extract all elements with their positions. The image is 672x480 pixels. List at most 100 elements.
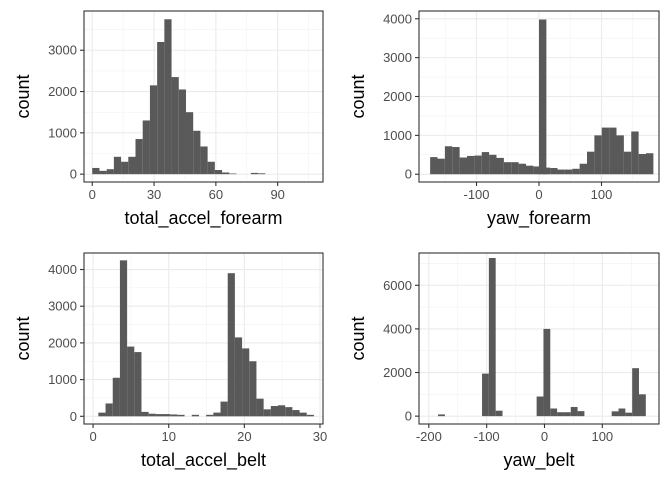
y-tick-label: 0 [70, 409, 77, 424]
histogram-bar [277, 405, 286, 417]
x-tick-label: 0 [89, 429, 96, 444]
x-tick-label: -200 [416, 429, 442, 444]
histogram-bar [632, 368, 639, 417]
histogram-bar [171, 77, 179, 175]
histogram-bar [222, 172, 230, 175]
histogram-bar [249, 361, 257, 417]
histogram-bar [625, 412, 633, 417]
histogram-bar [638, 394, 646, 417]
histogram-bar [611, 411, 619, 417]
histogram-bar [234, 337, 243, 417]
y-tick-label: 2000 [383, 365, 412, 380]
histogram-bar [489, 154, 497, 175]
histogram-bar [646, 153, 654, 175]
histogram-bars [98, 260, 314, 417]
histogram-bar [256, 398, 264, 417]
x-tick-label: 30 [147, 187, 161, 202]
histogram-bar [601, 127, 610, 175]
histogram-bar [570, 406, 578, 417]
x-tick-label: 0 [89, 187, 96, 202]
histogram-bars [92, 19, 266, 175]
y-tick-label: 4000 [383, 321, 412, 336]
x-tick-label: 0 [541, 429, 548, 444]
histogram-bar [437, 158, 445, 175]
x-tick-label: 100 [591, 429, 613, 444]
histogram-bar [488, 258, 496, 417]
histogram-bar [618, 408, 626, 417]
histogram-bar [141, 411, 149, 417]
histogram-bar [467, 155, 475, 175]
histogram-bar [258, 173, 266, 175]
x-tick-label: -100 [463, 187, 489, 202]
histogram-bar [616, 135, 624, 175]
x-tick-label: 60 [209, 187, 223, 202]
histogram-bar [550, 168, 558, 175]
histogram-bar [229, 173, 237, 175]
x-axis-title: yaw_belt [503, 450, 574, 471]
histogram-bar [214, 170, 223, 175]
histogram-bar [148, 413, 156, 417]
histogram-bar [163, 414, 171, 417]
histogram-bar [135, 139, 143, 175]
y-axis-title: count [348, 74, 368, 118]
y-tick-label: 0 [405, 167, 412, 182]
histogram-bar [481, 152, 490, 175]
histogram-bar [557, 169, 565, 175]
y-tick-label: 3000 [383, 50, 412, 65]
panel-border [418, 252, 660, 425]
histogram-bar [459, 157, 467, 175]
histogram-bar [206, 414, 214, 417]
histogram-bar [193, 130, 201, 175]
histogram-bar [207, 161, 215, 175]
x-tick-label: 90 [270, 187, 284, 202]
histogram-bar [623, 151, 632, 175]
histogram-bar [98, 412, 106, 417]
histogram-bar [594, 135, 602, 175]
histogram-bar [306, 414, 314, 417]
y-tick-label: 2000 [48, 84, 77, 99]
histogram-bar [200, 146, 208, 175]
histogram-bar [631, 131, 639, 175]
histogram-bar [106, 169, 114, 175]
histogram-panel-3: 0 10 20 30 0 1000 2000 3000 4000 total_accel_belt… [13, 252, 327, 471]
histogram-bars [430, 19, 654, 175]
panel-background [419, 253, 659, 424]
y-tick-label: 2000 [383, 89, 412, 104]
histogram-bar [121, 161, 129, 175]
y-tick-label: 4000 [48, 262, 77, 277]
histogram-bar [170, 414, 178, 417]
x-tick-label: 100 [591, 187, 613, 202]
histogram-bar [444, 146, 453, 175]
y-tick-label: 3000 [48, 43, 77, 58]
histogram-bar [142, 120, 150, 175]
histogram-bar [134, 352, 142, 417]
histogram-panel-2: -100 0 10001000200030004000yaw_forearmcoun… [348, 10, 660, 229]
histogram-bar [157, 41, 165, 175]
histogram-bar [526, 165, 534, 175]
y-tick-label: 1000 [48, 125, 77, 140]
histogram-bar [542, 167, 551, 175]
histogram-bar [543, 328, 551, 417]
histogram-bar [292, 410, 300, 417]
y-tick-label: 0 [405, 409, 412, 424]
x-tick-label: 10 [161, 429, 175, 444]
y-tick-label: 3000 [48, 299, 77, 314]
x-tick-label: 0 [535, 187, 542, 202]
histogram-bar [557, 412, 564, 417]
histogram-bar [577, 411, 585, 417]
histogram-bar [105, 403, 113, 417]
histogram-bar [495, 410, 503, 417]
histogram-bar [185, 112, 194, 175]
histogram-bar [177, 414, 185, 417]
histogram-bar [430, 157, 438, 175]
histogram-bar [299, 412, 307, 417]
y-tick-label: 4000 [383, 11, 412, 26]
histogram-bar [536, 396, 544, 417]
histogram-bar [119, 260, 128, 417]
histogram-bar [112, 377, 120, 417]
y-tick-label: 1000 [48, 372, 77, 387]
y-tick-label: 6000 [383, 278, 412, 293]
x-axis-title: yaw_forearm [487, 208, 591, 229]
